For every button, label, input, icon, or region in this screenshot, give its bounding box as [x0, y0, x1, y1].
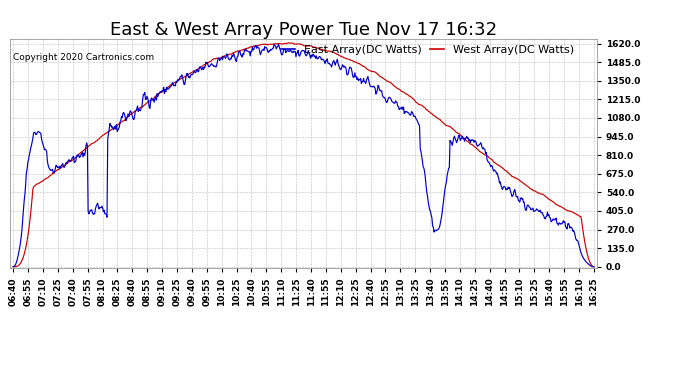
- Text: Copyright 2020 Cartronics.com: Copyright 2020 Cartronics.com: [13, 53, 155, 62]
- Title: East & West Array Power Tue Nov 17 16:32: East & West Array Power Tue Nov 17 16:32: [110, 21, 497, 39]
- Legend: East Array(DC Watts), West Array(DC Watts): East Array(DC Watts), West Array(DC Watt…: [282, 45, 573, 55]
